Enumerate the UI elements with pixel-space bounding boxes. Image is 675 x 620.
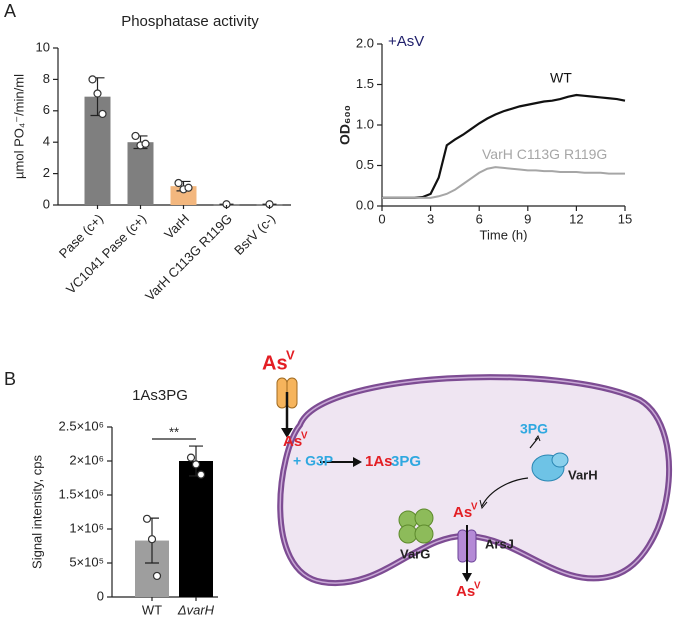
data-point — [174, 178, 183, 188]
g3p-label: + G3P — [293, 453, 333, 469]
varg-icon — [398, 508, 434, 544]
data-point — [186, 453, 196, 462]
arsenate-sup: V — [286, 347, 295, 362]
data-point — [196, 470, 206, 479]
y-tick-label: 1.0 — [356, 116, 374, 131]
x-tick-label: 6 — [476, 211, 483, 226]
y-tick-label: 0 — [43, 196, 50, 211]
released-label: 3PG — [520, 421, 548, 437]
y-tick-label: 1×10⁶ — [69, 520, 104, 535]
y-tick-label: 0.0 — [356, 197, 374, 212]
panel-label: B — [4, 369, 16, 389]
x-tick-label: WT — [142, 602, 162, 617]
x-tick-label: 3 — [427, 211, 434, 226]
chart-title: Phosphatase activity — [121, 13, 259, 30]
annotation: +AsV — [388, 33, 424, 50]
x-tick-label: 12 — [569, 211, 583, 226]
x-tick-label: 9 — [524, 211, 531, 226]
data-point — [142, 514, 152, 523]
reaction-arrow — [320, 457, 362, 467]
series-label: WT — [550, 69, 572, 85]
y-tick-label: 2.0 — [356, 35, 374, 50]
panel-label: A — [4, 1, 16, 21]
arsenate-label: As — [283, 433, 302, 450]
arsenate-label: As — [456, 583, 475, 600]
y-tick-label: 0 — [97, 588, 104, 603]
enzyme-label: ArsJ — [485, 536, 514, 551]
data-point — [93, 89, 102, 98]
arsenate-sup: V — [471, 502, 478, 513]
y-tick-label: 8 — [43, 71, 50, 86]
arsenate-sup: V — [474, 581, 481, 592]
product-label: 1As — [365, 453, 393, 470]
y-tick-label: 1.5×10⁶ — [59, 486, 104, 501]
y-tick-label: 10 — [36, 39, 50, 54]
y-tick-label: 2×10⁶ — [69, 452, 104, 467]
bar — [127, 142, 154, 205]
significance-label: ** — [169, 424, 179, 439]
x-tick-label: 0 — [378, 211, 385, 226]
chart-title: 1As3PG — [132, 387, 188, 404]
data-point — [131, 131, 140, 141]
data-point — [141, 139, 150, 148]
transporter — [276, 377, 298, 438]
y-tick-label: 5×10⁵ — [69, 554, 104, 569]
cell-diagram: + G3P 1As 3PG 3PG VarG VarH ArsJ — [276, 374, 672, 587]
y-tick-label: 4 — [43, 134, 50, 149]
varh-icon — [479, 434, 569, 510]
data-point — [88, 75, 97, 84]
x-axis-label: Time (h) — [480, 227, 528, 242]
product-label: 3PG — [391, 453, 421, 470]
x-tick-label: ΔvarH — [177, 602, 215, 617]
y-axis-label: OD₆₀₀ — [337, 105, 353, 145]
y-axis-label: µmol PO₄⁻/min/ml — [11, 74, 26, 179]
arsenate-label: As — [262, 352, 288, 374]
arsenate-sup: V — [301, 431, 308, 442]
y-tick-label: 6 — [43, 102, 50, 117]
x-tick-label: BsrV (c-) — [231, 211, 278, 258]
data-point — [184, 183, 193, 192]
y-tick-label: 2 — [43, 165, 50, 180]
y-axis-label: Signal intensity, cps — [29, 455, 44, 569]
bar — [179, 461, 213, 597]
series-line — [382, 166, 625, 199]
enzyme-label: VarG — [400, 546, 430, 561]
arsenate-label: As — [453, 504, 472, 521]
x-tick-label: 15 — [618, 211, 632, 226]
data-point — [152, 571, 162, 581]
data-point — [147, 535, 157, 544]
series-label: VarH C113G R119G — [482, 146, 607, 162]
arsj-icon — [457, 525, 477, 582]
y-tick-label: 1.5 — [356, 76, 374, 91]
enzyme-label: VarH — [568, 467, 598, 482]
data-point — [98, 109, 107, 119]
y-tick-label: 0.5 — [356, 157, 374, 172]
x-tick-label: VC1041 Pase (c+) — [63, 211, 149, 297]
cell-membrane — [279, 376, 670, 584]
data-point — [191, 460, 201, 469]
x-tick-label: VarH — [161, 211, 192, 242]
y-tick-label: 2.5×10⁶ — [59, 418, 104, 433]
